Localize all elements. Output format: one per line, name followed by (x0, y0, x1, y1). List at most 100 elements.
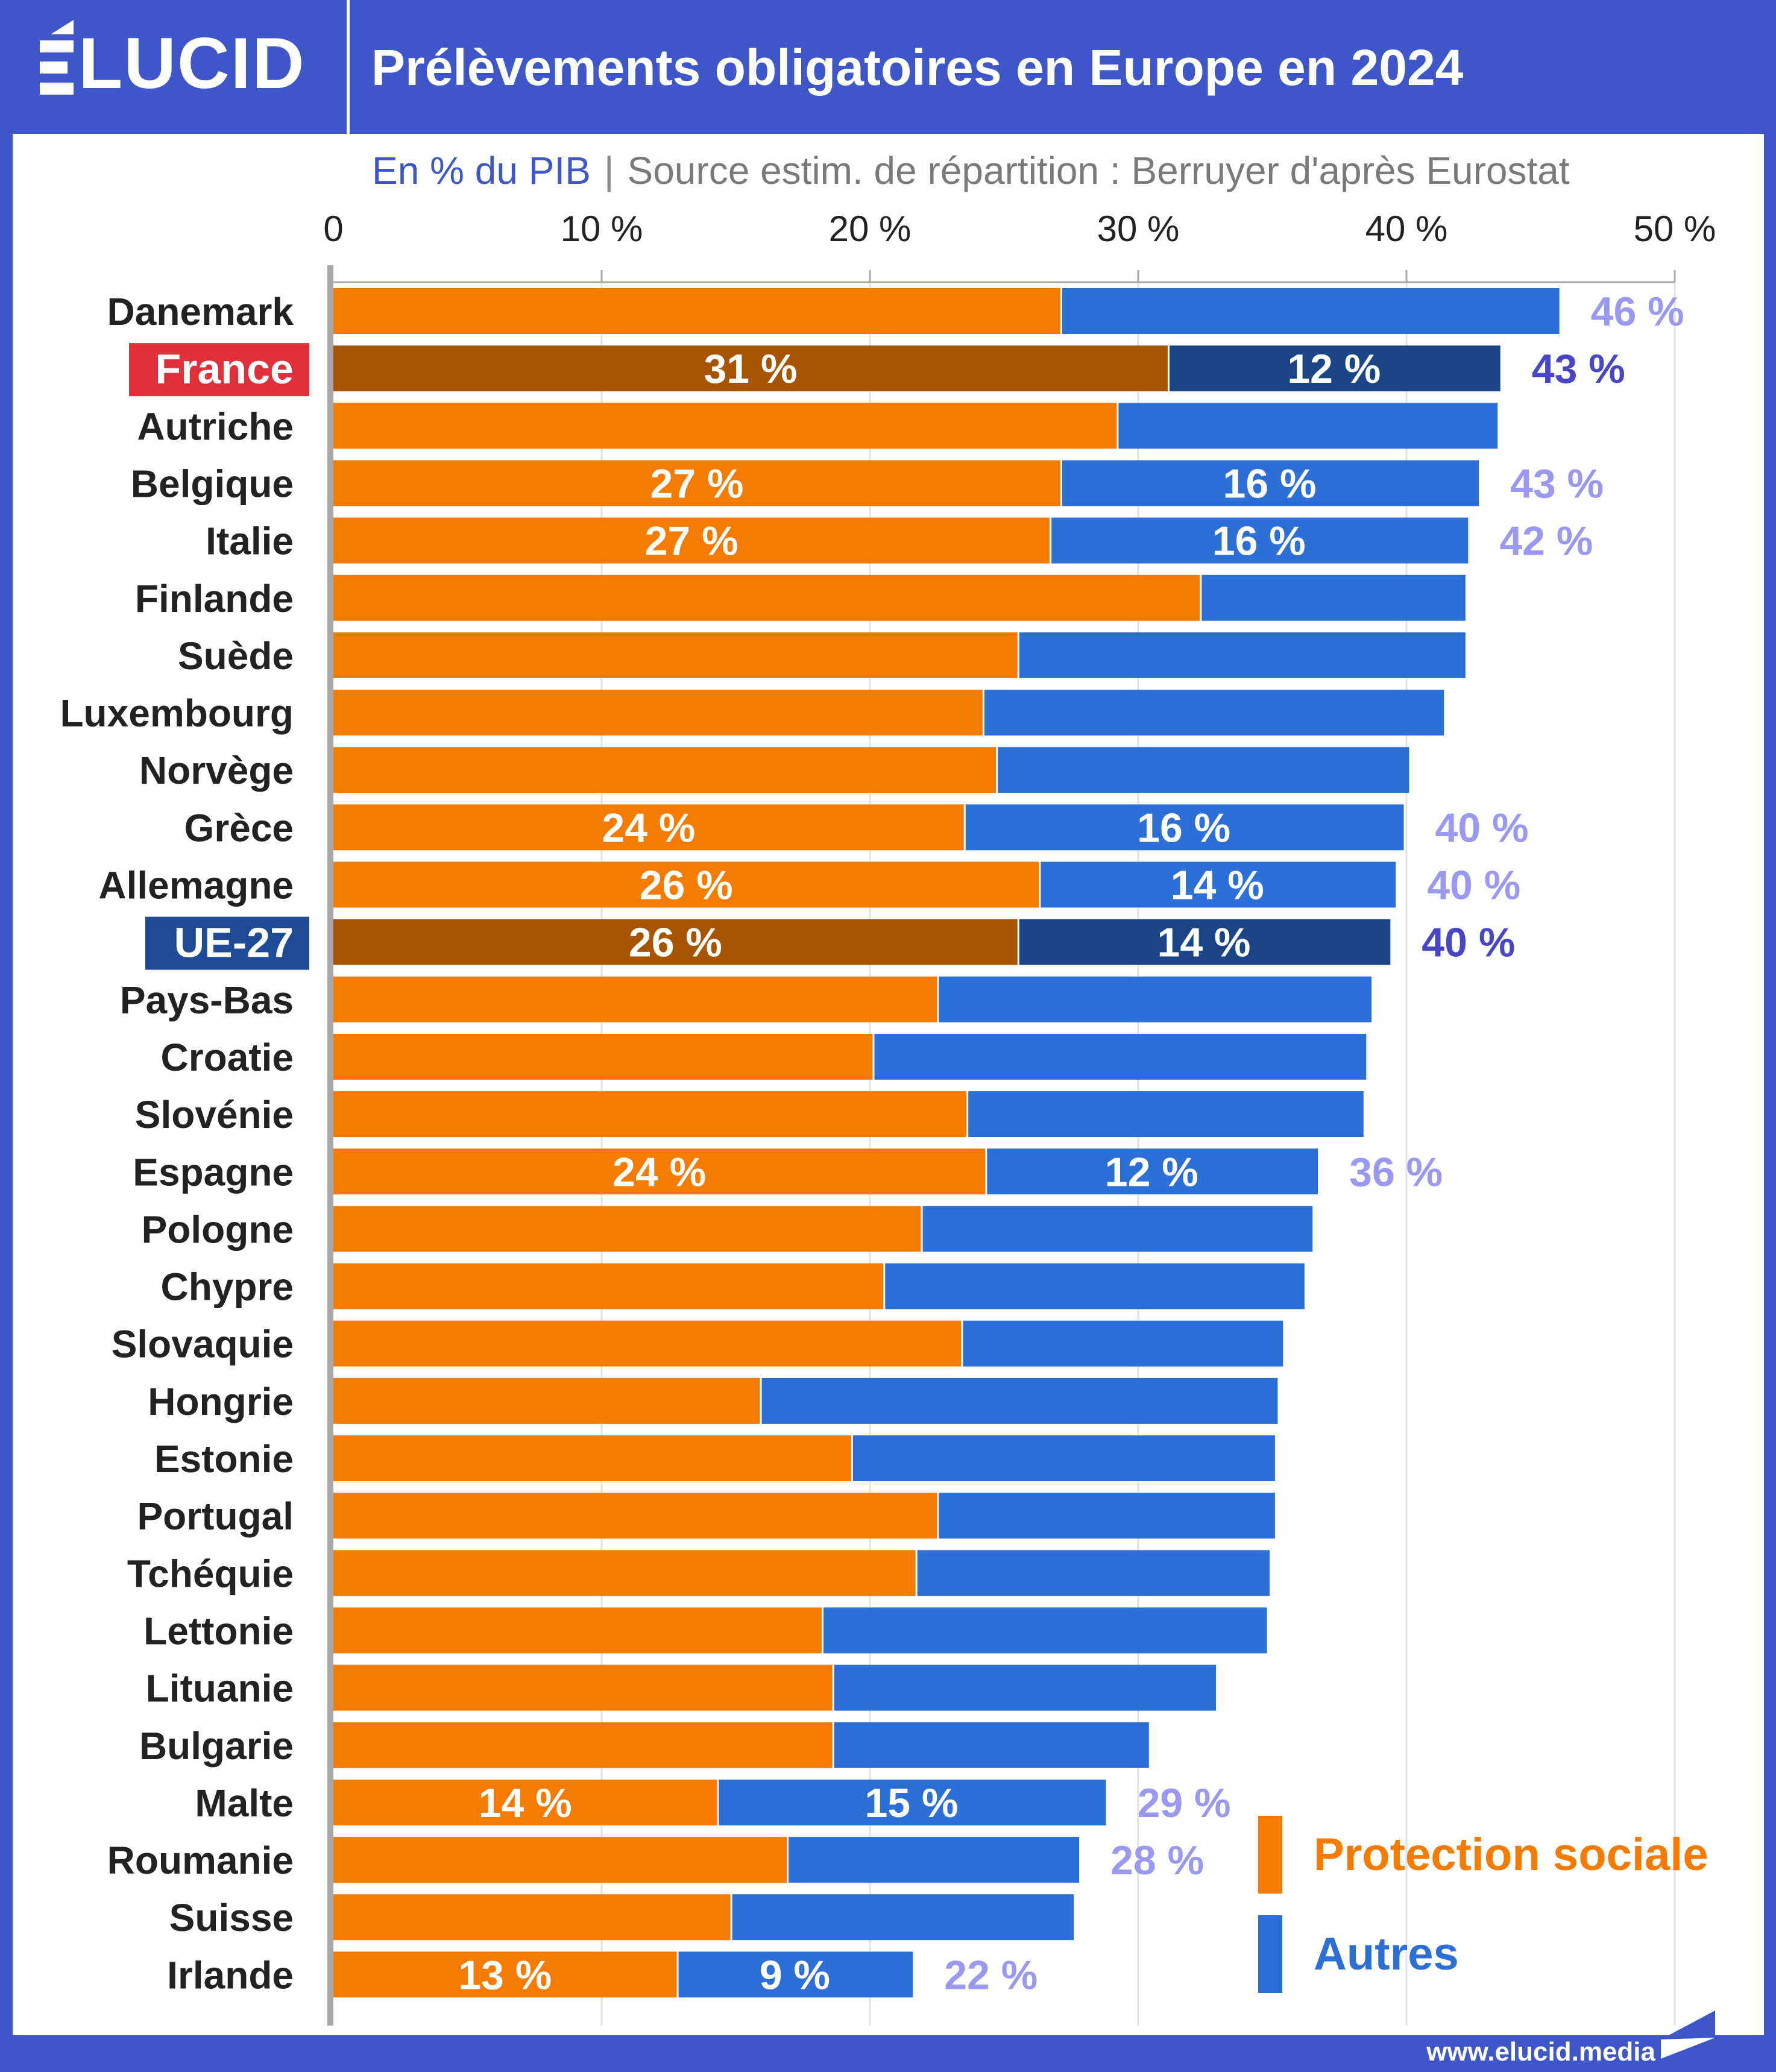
bar-autres (834, 1664, 1217, 1711)
country-label: Grèce (184, 806, 294, 849)
country-label: Roumanie (107, 1839, 294, 1882)
segment-label-protection-sociale: 24 % (612, 1149, 706, 1195)
x-tick-label: 0 (323, 209, 343, 249)
segment-label-autres: 16 % (1223, 461, 1317, 506)
bar-protection-sociale (333, 288, 1060, 334)
bar-autres (1041, 861, 1396, 908)
bar-autres (719, 1779, 1106, 1825)
segment-label-autres: 16 % (1137, 805, 1230, 851)
bar-autres (939, 976, 1372, 1022)
country-label: Bulgarie (139, 1724, 294, 1768)
segment-label-protection-sociale: 24 % (602, 805, 695, 851)
bar-protection-sociale (333, 1779, 717, 1825)
bar-protection-sociale (333, 804, 964, 851)
country-label: Slovénie (135, 1093, 294, 1136)
country-label: Danemark (107, 290, 294, 333)
chart-panel (13, 134, 1764, 2035)
highlight-label-box (129, 343, 309, 397)
segment-label-protection-sociale: 31 % (704, 346, 797, 392)
bar-autres (987, 1148, 1318, 1195)
segment-label-autres: 16 % (1212, 518, 1306, 564)
logo-e-glyph-icon (40, 20, 74, 95)
x-tick-label: 20 % (829, 209, 912, 249)
bar-autres (917, 1550, 1270, 1596)
bar-autres (968, 1091, 1364, 1138)
bar-autres (885, 1263, 1305, 1309)
legend-swatch-protection-sociale (1258, 1816, 1282, 1894)
bar-protection-sociale (333, 1664, 833, 1711)
total-label: 22 % (944, 1952, 1038, 1998)
legend-swatch-autres (1258, 1915, 1282, 1993)
country-label: Norvège (139, 749, 294, 792)
country-label: Irlande (167, 1953, 294, 1997)
bar-protection-sociale (333, 460, 1060, 506)
total-label: 43 % (1532, 346, 1625, 392)
bar-autres (922, 1206, 1313, 1252)
x-tick-label: 30 % (1097, 209, 1180, 249)
bar-protection-sociale (333, 1320, 962, 1367)
total-label: 40 % (1435, 805, 1529, 851)
bar-protection-sociale (333, 1148, 986, 1195)
segment-label-protection-sociale: 26 % (640, 863, 733, 908)
country-label: Slovaquie (112, 1323, 294, 1366)
country-label: Belgique (131, 462, 294, 505)
country-label: Chypre (161, 1265, 294, 1309)
bar-protection-sociale (333, 747, 997, 793)
highlight-label-box (145, 916, 309, 970)
segment-label-autres: 14 % (1171, 863, 1264, 908)
bar-autres (874, 1033, 1367, 1080)
segment-label-protection-sociale: 13 % (458, 1952, 552, 1998)
total-label: 29 % (1138, 1780, 1231, 1826)
bar-protection-sociale (333, 345, 1168, 392)
country-label: Espagne (133, 1150, 294, 1194)
country-label: Hongrie (148, 1380, 294, 1423)
bar-protection-sociale (333, 690, 983, 736)
legend-label-protection-sociale: Protection sociale (1314, 1829, 1708, 1880)
bar-protection-sociale (333, 861, 1039, 908)
bar-protection-sociale (333, 1607, 822, 1654)
country-label: Portugal (137, 1494, 294, 1538)
y-axis-line (327, 265, 333, 2026)
x-tick-label: 40 % (1365, 209, 1448, 249)
total-label: 28 % (1110, 1837, 1204, 1883)
bar-autres (1169, 345, 1500, 392)
bar-protection-sociale (333, 1435, 851, 1481)
segment-label-autres: 15 % (864, 1780, 958, 1826)
total-label: 42 % (1499, 518, 1593, 564)
bar-autres (1201, 575, 1466, 621)
chart-title: Prélèvements obligatoires en Europe en 2… (371, 39, 1464, 96)
segment-label-autres: 14 % (1157, 920, 1251, 966)
total-label: 43 % (1510, 461, 1604, 506)
bar-autres (1019, 632, 1466, 678)
bar-protection-sociale (333, 1033, 873, 1080)
country-label: Lettonie (143, 1609, 294, 1652)
segment-label-protection-sociale: 27 % (645, 518, 738, 564)
segment-label-autres: 12 % (1287, 346, 1381, 392)
header-divider (347, 0, 350, 134)
header-bar: LUCID Prélèvements obligatoires en Europ… (0, 0, 1776, 134)
segment-label-autres: 12 % (1105, 1149, 1198, 1195)
bar-autres (1051, 517, 1469, 564)
bar-autres (823, 1607, 1267, 1654)
unit-label: En % du PIB (372, 149, 591, 192)
elucid-logo: LUCID (40, 20, 306, 99)
bar-protection-sociale (333, 1951, 677, 1998)
country-label: Croatie (161, 1036, 294, 1079)
country-label: Finlande (135, 577, 294, 620)
footer-url[interactable]: www.elucid.media (1426, 2037, 1655, 2067)
bar-protection-sociale (333, 1493, 937, 1539)
bar-protection-sociale (333, 919, 1018, 965)
bar-protection-sociale (333, 632, 1018, 678)
total-label: 40 % (1427, 863, 1520, 908)
country-label: Suisse (169, 1896, 294, 1939)
bar-autres (834, 1722, 1149, 1768)
bar-protection-sociale (333, 1837, 787, 1883)
country-label: Estonie (154, 1437, 294, 1481)
bar-autres (1062, 288, 1560, 334)
bar-protection-sociale (333, 1206, 921, 1252)
bar-protection-sociale (333, 1722, 833, 1768)
country-label: UE-27 (174, 919, 294, 966)
bar-protection-sociale (333, 1378, 760, 1424)
segment-label-protection-sociale: 14 % (479, 1780, 572, 1826)
